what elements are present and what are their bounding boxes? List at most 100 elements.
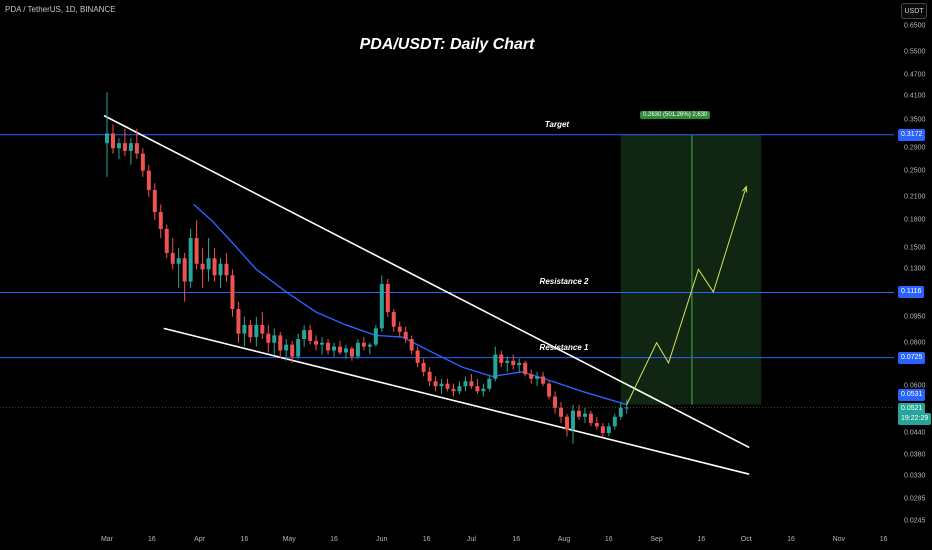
time-tick: Mar [100, 536, 114, 543]
candle-body [266, 333, 271, 343]
candle [122, 128, 127, 157]
candle-body [487, 378, 492, 389]
time-tick: 16 [512, 536, 521, 543]
candle-body [326, 342, 331, 351]
candle-body [284, 344, 289, 351]
candle-body [355, 342, 360, 357]
candle-body [594, 423, 599, 427]
candle-body [218, 263, 223, 276]
candle [385, 279, 390, 317]
candle [576, 404, 581, 420]
projection-path [626, 186, 747, 405]
price-tick: 0.0285 [904, 495, 926, 503]
candle [403, 326, 408, 343]
time-tick: 16 [697, 536, 706, 543]
candle [314, 335, 319, 351]
time-tick: 16 [879, 536, 888, 543]
candle-body [541, 376, 546, 384]
candle [355, 339, 360, 359]
candle-body [260, 324, 265, 334]
candle-body [212, 258, 217, 276]
candle-body [128, 143, 133, 151]
candle [409, 335, 414, 355]
candle-body [236, 309, 241, 334]
level-label: Resistance 2 [539, 277, 589, 287]
candle-body [379, 284, 384, 329]
candle [332, 342, 337, 357]
candle-body [373, 328, 378, 345]
price-tick: 0.0800 [904, 339, 926, 347]
candle-body [272, 335, 277, 343]
candle [337, 340, 342, 355]
level-label: Target [544, 119, 570, 129]
candle [105, 92, 109, 177]
candle [272, 328, 277, 355]
candle [499, 350, 504, 368]
candle [278, 331, 283, 359]
candle [493, 346, 498, 382]
candle [373, 324, 378, 347]
time-tick: 16 [604, 536, 613, 543]
wedge-lower-line [163, 327, 750, 475]
level-price-tag: 0.1116 [898, 286, 925, 299]
candle [588, 410, 593, 427]
candle-body [105, 133, 109, 144]
candle-body [505, 360, 510, 363]
candle [308, 324, 313, 345]
time-tick: Nov [832, 536, 846, 543]
candle-body [164, 228, 169, 253]
candle-body [618, 407, 623, 417]
current-price-tag: 0.0521 [898, 402, 926, 415]
time-axis[interactable]: Mar 16 Apr 16 May 16 Jun 16 Jul 16 Aug 16 Sep 16 Oct 16… [0, 533, 894, 550]
time-tick: Jun [376, 536, 388, 543]
currency-button[interactable]: USDT [901, 3, 927, 19]
candle [128, 138, 133, 165]
candle [564, 413, 569, 437]
candle [421, 358, 426, 377]
time-tick: May [282, 536, 296, 543]
candle [535, 371, 540, 387]
candle [487, 376, 492, 392]
candle-body [511, 360, 516, 366]
wedge-upper-line [103, 114, 750, 449]
target-zone [620, 134, 762, 405]
symbol-info: PDA / TetherUS, 1D, BINANCE [5, 5, 116, 14]
candle-body [302, 330, 307, 340]
candle [140, 148, 145, 177]
candle-body [194, 238, 199, 264]
level-price-tag: 0.0725 [898, 351, 926, 364]
candle-body [242, 324, 247, 334]
candle [559, 402, 564, 424]
candle-body [624, 407, 629, 409]
candle [212, 247, 217, 282]
candle [326, 339, 331, 355]
time-tick: Aug [557, 536, 571, 543]
candle [445, 378, 450, 392]
projection-arrow-head [741, 185, 748, 193]
price-tick: 0.0440 [904, 429, 926, 437]
candle [206, 238, 211, 282]
candle [379, 275, 384, 332]
price-axis[interactable]: 0.6500 0.5500 0.4700 0.4100 0.3500 0.2900 0.25… [894, 0, 932, 550]
price-tick: 0.1300 [904, 265, 926, 273]
candle [158, 204, 163, 239]
price-tick: 0.6500 [904, 22, 926, 30]
candle [481, 383, 486, 397]
candle [194, 220, 199, 270]
candle-body [134, 143, 139, 154]
candle [254, 316, 259, 347]
price-tick: 0.3500 [904, 116, 926, 124]
candle [116, 138, 121, 160]
candle-body [493, 354, 498, 379]
candle-body [409, 339, 414, 351]
candle [511, 354, 516, 370]
price-tick: 0.4700 [904, 71, 926, 79]
level-label: Resistance 1 [539, 342, 589, 352]
candle-body [116, 143, 121, 149]
candle-body [110, 133, 115, 149]
candle [457, 381, 462, 394]
candle-body [308, 330, 313, 341]
candle [397, 321, 402, 338]
